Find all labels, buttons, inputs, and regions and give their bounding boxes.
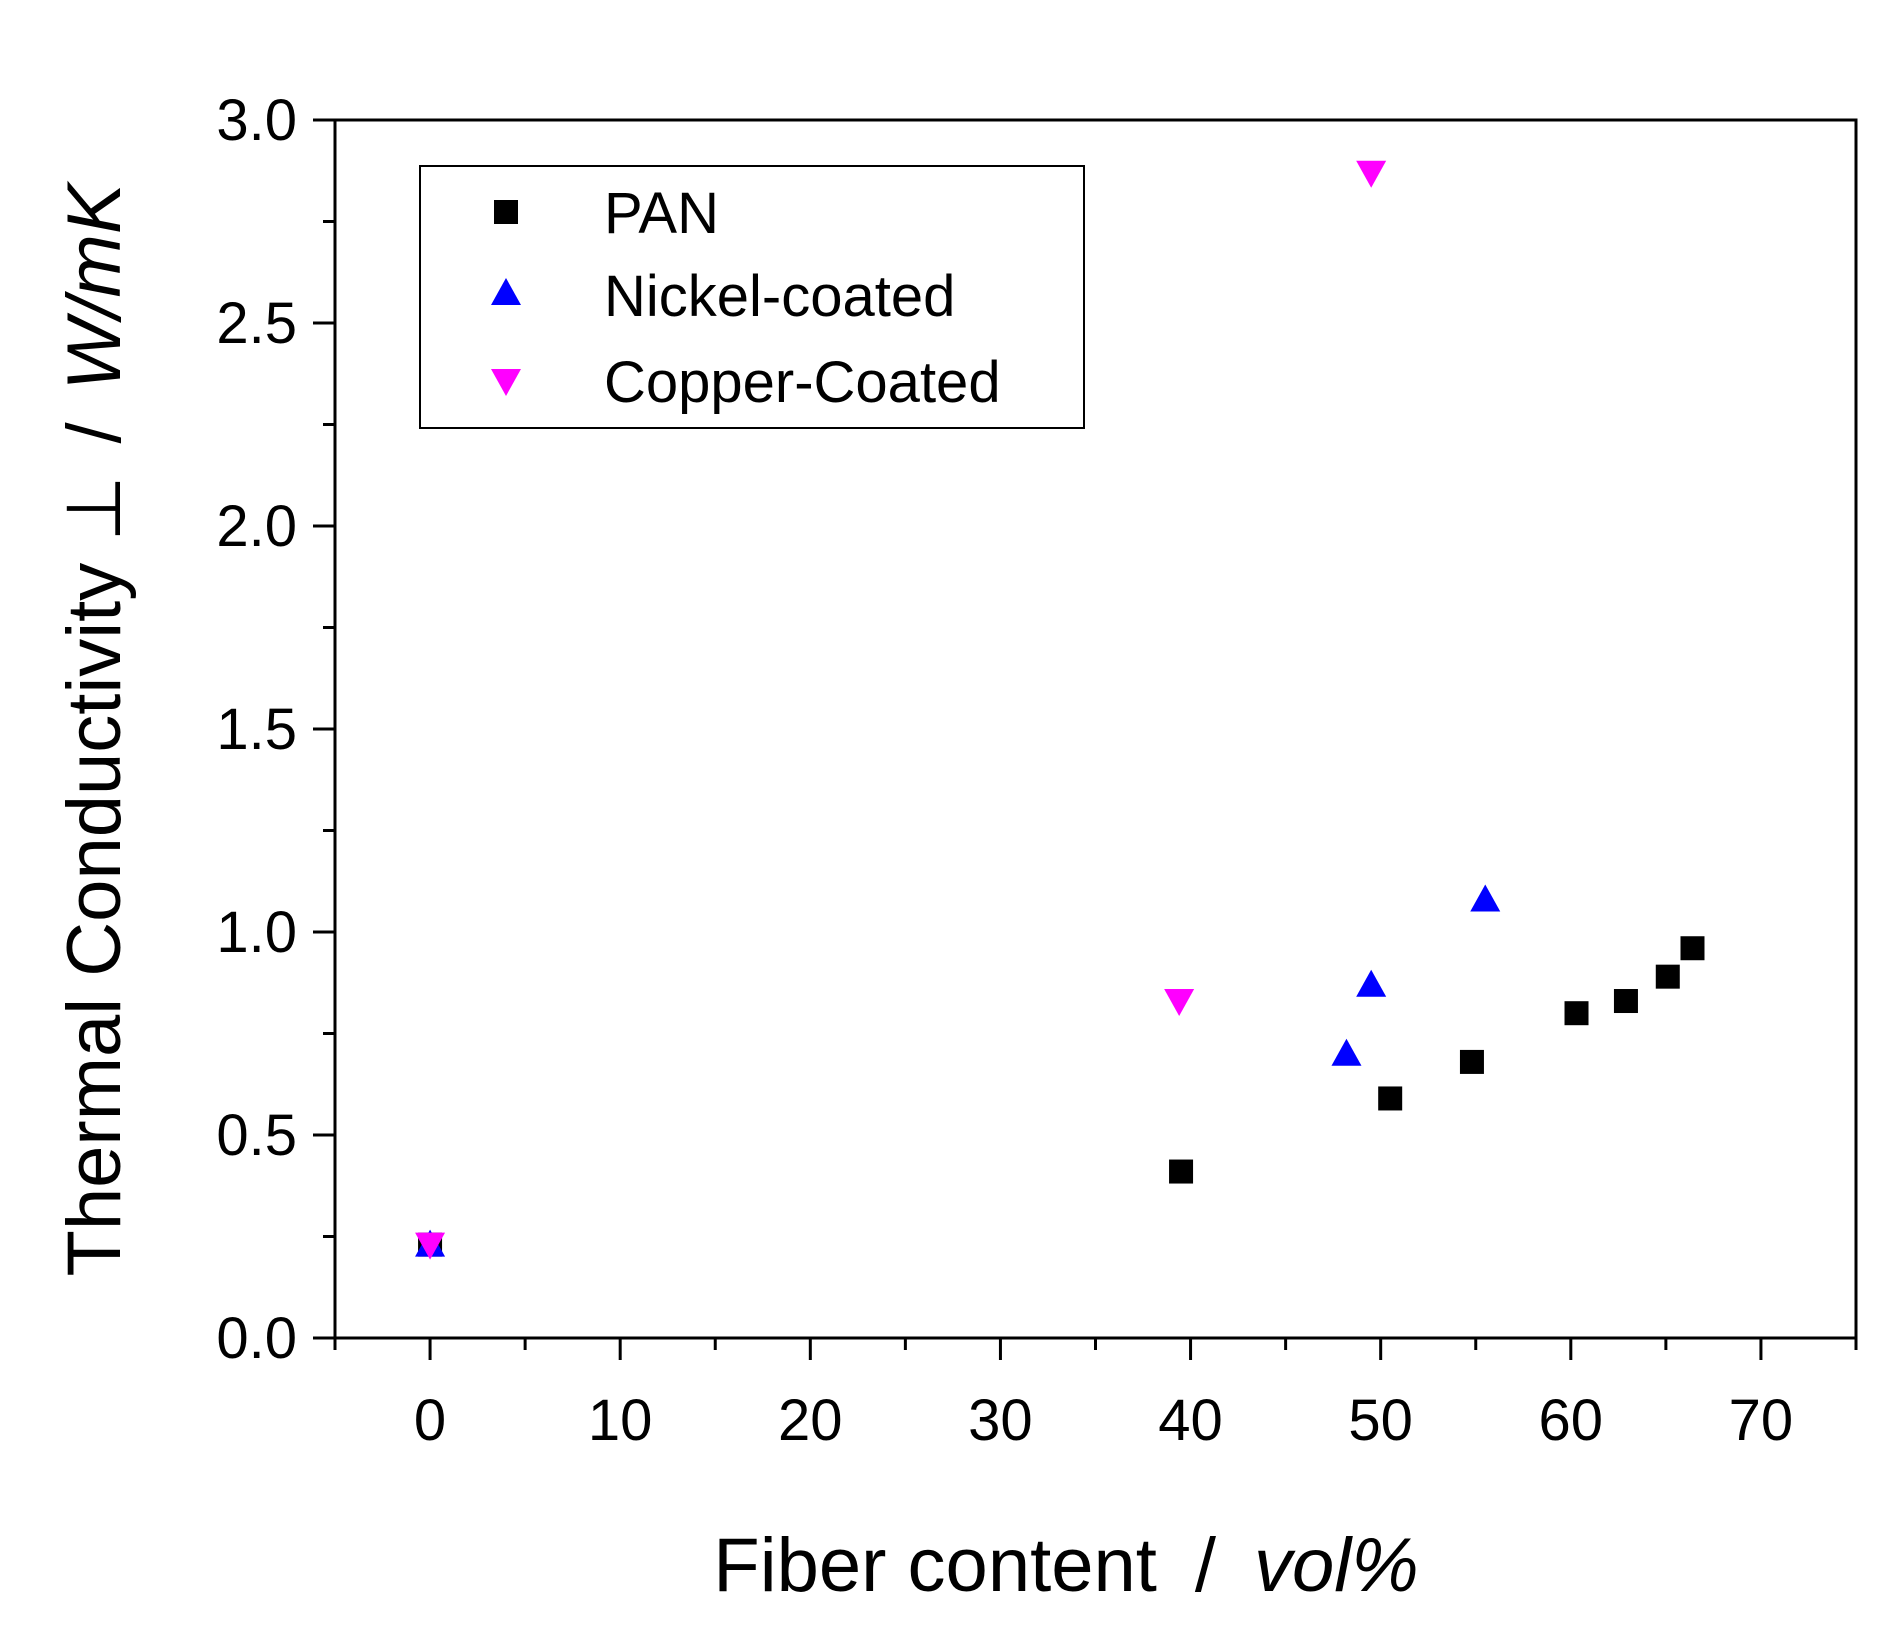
y-axis-title: Thermal Conductivity ⊥ / W/mK xyxy=(52,180,137,1276)
data-point-nickel-coated xyxy=(1470,884,1501,912)
data-point-copper-coated xyxy=(415,1232,446,1260)
data-point-copper-coated xyxy=(1164,989,1195,1017)
y-axis-ticks: 0.0 0.5 1.0 1.5 2.0 2.5 3.0 xyxy=(216,88,335,1371)
legend-label-nickel-coated: Nickel-coated xyxy=(604,264,955,329)
legend: PAN Nickel-coated Copper-Coated xyxy=(419,165,1085,429)
y-axis-title-main: Thermal Conductivity ⊥ xyxy=(52,475,137,1276)
data-point-nickel-coated xyxy=(1356,969,1387,997)
x-axis-title-unit: vol% xyxy=(1254,1523,1419,1608)
x-tick-label: 30 xyxy=(968,1388,1033,1453)
legend-label-copper-coated: Copper-Coated xyxy=(604,350,1001,415)
y-tick-label: 1.5 xyxy=(216,697,297,762)
y-tick-label: 1.0 xyxy=(216,900,297,965)
legend-marker-copper-coated xyxy=(491,369,521,396)
x-tick-label: 10 xyxy=(588,1388,653,1453)
data-point-pan xyxy=(1564,1001,1589,1026)
legend-markers xyxy=(491,200,521,396)
x-axis-ticks: 0 10 20 30 40 50 60 70 xyxy=(333,1338,1858,1453)
data-point-pan xyxy=(1378,1086,1403,1111)
legend-marker-nickel-coated xyxy=(491,278,521,305)
data-point-pan xyxy=(1459,1049,1484,1074)
data-point-pan xyxy=(1655,964,1680,989)
x-tick-label: 20 xyxy=(778,1388,843,1453)
legend-label-pan: PAN xyxy=(604,181,719,246)
x-axis-title-separator: / xyxy=(1195,1523,1217,1608)
x-tick-label: 70 xyxy=(1729,1388,1794,1453)
legend-box xyxy=(419,165,1085,429)
y-axis-title-unit: W/mK xyxy=(52,180,137,390)
y-tick-label: 0.5 xyxy=(216,1103,297,1168)
data-point-pan xyxy=(1613,989,1638,1014)
y-tick-label: 0.0 xyxy=(216,1306,297,1371)
data-points xyxy=(415,160,1705,1260)
data-point-pan xyxy=(1169,1159,1194,1184)
data-point-copper-coated xyxy=(1356,160,1387,188)
data-point-nickel-coated xyxy=(1331,1038,1362,1066)
y-tick-label: 3.0 xyxy=(216,88,297,153)
x-axis-title-main: Fiber content xyxy=(713,1523,1157,1608)
y-axis-title-separator: / xyxy=(52,421,137,443)
x-tick-label: 60 xyxy=(1539,1388,1604,1453)
y-tick-label: 2.0 xyxy=(216,494,297,559)
x-axis-title: Fiber content / vol% xyxy=(713,1523,1418,1608)
data-point-pan xyxy=(1680,936,1705,961)
x-tick-label: 0 xyxy=(414,1388,446,1453)
x-tick-label: 50 xyxy=(1348,1388,1413,1453)
x-tick-label: 40 xyxy=(1158,1388,1223,1453)
y-tick-label: 2.5 xyxy=(216,291,297,356)
legend-marker-pan xyxy=(494,200,518,224)
